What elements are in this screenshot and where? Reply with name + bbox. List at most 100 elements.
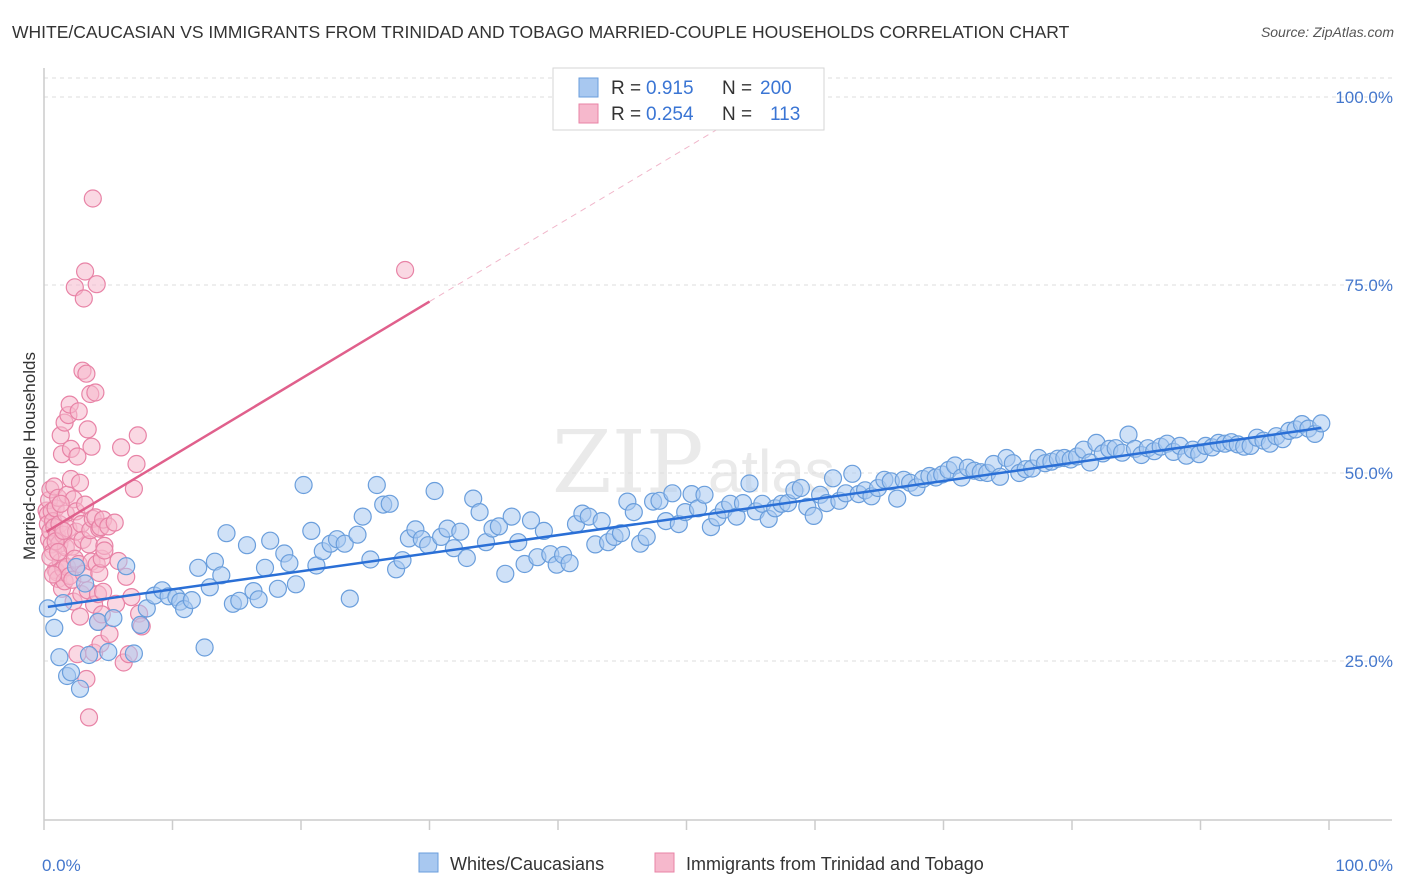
- y-tick-label: 50.0%: [1345, 464, 1393, 483]
- pink-data-point: [70, 473, 90, 492]
- blue-data-point: [496, 564, 515, 583]
- blue-data-point: [195, 638, 214, 657]
- x-tick-label-max: 100.0%: [1335, 856, 1393, 875]
- blue-data-point: [990, 467, 1010, 486]
- legend-blue-n-label: N =: [722, 78, 752, 99]
- blue-data-point: [217, 524, 236, 543]
- blue-data-point: [66, 557, 86, 577]
- pink-data-point: [83, 189, 102, 208]
- pink-data-point: [111, 438, 131, 457]
- blue-data-point: [70, 679, 90, 698]
- blue-data-point: [294, 475, 313, 495]
- blue-data-point: [470, 502, 489, 522]
- blue-data-point: [791, 478, 811, 498]
- blue-data-point: [75, 574, 95, 593]
- blue-data-point: [88, 612, 108, 632]
- blue-data-point: [286, 575, 305, 594]
- blue-data-point: [823, 469, 843, 488]
- blue-data-point: [624, 502, 643, 522]
- source-credit: Source: ZipAtlas.com: [1260, 24, 1394, 40]
- blue-data-point: [560, 554, 579, 573]
- blue-data-point: [117, 557, 136, 576]
- pink-data-point: [396, 260, 415, 280]
- pink-series-points: [37, 189, 415, 727]
- legend-pink-r-value: 0.254: [646, 104, 694, 125]
- pink-trend-line: [45, 300, 431, 533]
- x-tick-label-min: 0.0%: [42, 856, 81, 875]
- y-tick-labels: 25.0% 50.0% 75.0% 100.0%: [1335, 88, 1393, 671]
- pink-data-point: [105, 513, 124, 532]
- blue-data-point: [79, 645, 99, 665]
- blue-data-point: [502, 507, 521, 526]
- blue-data-point: [888, 489, 907, 508]
- chart-title: WHITE/CAUCASIAN VS IMMIGRANTS FROM TRINI…: [12, 22, 1070, 42]
- bottom-legend-blue-label: Whites/Caucasians: [450, 854, 604, 874]
- y-axis-label: Married-couple Households: [20, 352, 39, 560]
- blue-data-point: [367, 475, 386, 495]
- y-tick-label: 75.0%: [1345, 276, 1393, 295]
- blue-data-point: [249, 590, 268, 609]
- legend-pink-n-label: N =: [722, 104, 752, 125]
- pink-data-point: [95, 541, 114, 560]
- legend-blue-r-value: 0.915: [646, 78, 694, 99]
- blue-data-point: [335, 534, 354, 553]
- blue-data-point: [348, 525, 367, 544]
- blue-data-point: [104, 608, 123, 628]
- legend-blue-r-label: R =: [611, 78, 641, 99]
- bottom-legend-pink-swatch: [654, 852, 675, 873]
- blue-data-point: [302, 521, 321, 541]
- blue-data-point: [182, 590, 201, 610]
- blue-data-point: [50, 648, 69, 667]
- blue-data-point: [230, 591, 249, 610]
- blue-data-point: [61, 663, 81, 682]
- blue-data-point: [393, 551, 412, 570]
- pink-data-point: [69, 402, 88, 421]
- pink-trend-extension: [429, 128, 719, 302]
- legend-blue-swatch: [578, 77, 599, 98]
- y-tick-label: 100.0%: [1335, 88, 1393, 107]
- blue-data-point: [340, 589, 359, 608]
- blue-data-point: [457, 548, 476, 568]
- pink-data-point: [74, 289, 93, 308]
- blue-data-point: [489, 517, 508, 536]
- bottom-legend: Whites/Caucasians Immigrants from Trinid…: [418, 852, 984, 874]
- x-ticks: [43, 820, 1330, 830]
- pink-data-point: [51, 494, 70, 513]
- bottom-legend-blue-swatch: [418, 852, 439, 873]
- pink-data-point: [68, 447, 87, 466]
- blue-data-point: [261, 531, 280, 550]
- blue-data-point: [131, 615, 150, 635]
- blue-data-point: [843, 464, 862, 483]
- pink-data-point: [79, 708, 99, 727]
- pink-data-point: [48, 542, 68, 562]
- pink-data-point: [70, 607, 90, 626]
- blue-data-point: [451, 522, 470, 541]
- blue-data-point: [425, 481, 444, 501]
- blue-data-point: [45, 618, 64, 638]
- legend-pink-swatch: [578, 103, 599, 124]
- blue-data-point: [189, 558, 208, 577]
- blue-data-point: [38, 599, 58, 618]
- blue-data-point: [611, 524, 631, 543]
- blue-data-point: [99, 642, 118, 662]
- blue-data-point: [534, 521, 554, 541]
- pink-data-point: [43, 565, 63, 584]
- pink-data-point: [77, 364, 96, 383]
- blue-data-point: [280, 554, 299, 573]
- blue-data-point: [521, 511, 541, 530]
- gridlines: [44, 77, 1392, 662]
- blue-data-point: [663, 484, 682, 503]
- blue-trend-line: [47, 426, 1322, 609]
- blue-data-point: [804, 506, 823, 526]
- blue-series-points: [38, 414, 1331, 698]
- pink-data-point: [78, 420, 97, 439]
- blue-data-point: [268, 579, 287, 598]
- blue-data-point: [212, 566, 231, 585]
- blue-data-point: [124, 644, 143, 663]
- pink-data-point: [87, 275, 106, 294]
- blue-data-point: [237, 536, 257, 555]
- y-tick-label: 25.0%: [1345, 652, 1393, 671]
- legend-pink-r-label: R =: [611, 104, 641, 125]
- pink-data-point: [128, 426, 147, 445]
- pink-data-point: [82, 437, 101, 456]
